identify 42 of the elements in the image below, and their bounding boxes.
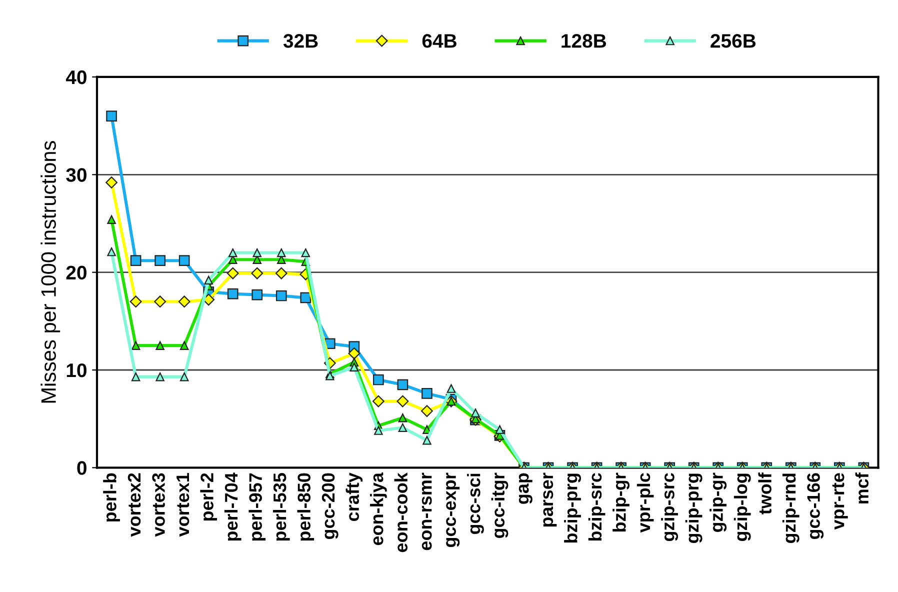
y-tick-label: 30 [66,168,86,182]
x-tick-label: perl-850 [297,473,314,541]
x-tick-label: gap [518,473,532,504]
legend-label: 256B [710,34,756,48]
x-tick-label: gzip-src [661,473,678,542]
x-tick-label: mcf [855,472,869,504]
y-tick-label: 10 [66,363,86,378]
x-tick-label: eon-kjya [370,472,387,546]
x-tick-label: vortex1 [176,473,190,537]
x-tick-label: perl-704 [224,472,242,541]
x-tick-label: gcc-166 [807,473,824,540]
x-tick-label: gzip-prg [685,474,702,543]
x-tick-label: vortex2 [128,473,141,537]
legend-label: 32B [283,34,318,48]
x-tick-label: perl-2 [200,473,218,521]
x-tick-label: gcc-sci [467,474,484,534]
y-tick-label: 0 [77,461,86,475]
x-tick-label: gzip-rnd [782,474,800,543]
x-tick-label: bzip-prg [564,474,581,543]
x-tick-label: perl-957 [248,473,266,541]
x-tick-label: perl-b [103,473,120,522]
x-tick-label: crafty [346,472,363,522]
x-tick-label: vortex3 [152,473,165,537]
legend-label: 64B [422,34,456,48]
x-tick-label: bzip-gr [612,472,630,532]
x-tick-label: twolf [758,472,772,514]
x-tick-label: bzip-src [588,473,606,541]
x-tick-label: gcc-200 [322,473,338,540]
x-tick-label: eon-cook [394,472,408,552]
x-tick-label: eon-rsmr [422,472,432,550]
x-tick-label: gcc-itgr [491,472,508,538]
x-tick-label: gzip-gr [710,472,727,532]
y-axis-title: Misses per 1000 instructions [40,141,60,403]
x-tick-label: gcc-expr [446,472,460,548]
y-tick-label: 20 [66,266,86,280]
x-tick-label: gzip-log [734,474,751,541]
x-tick-label: perl-535 [272,473,290,541]
x-tick-label: vpr-plc [636,473,654,533]
x-tick-label: vpr-rte [832,473,848,530]
legend-label: 128B [562,34,606,48]
y-tick-label: 40 [66,70,86,84]
x-tick-label: parser [543,472,557,527]
